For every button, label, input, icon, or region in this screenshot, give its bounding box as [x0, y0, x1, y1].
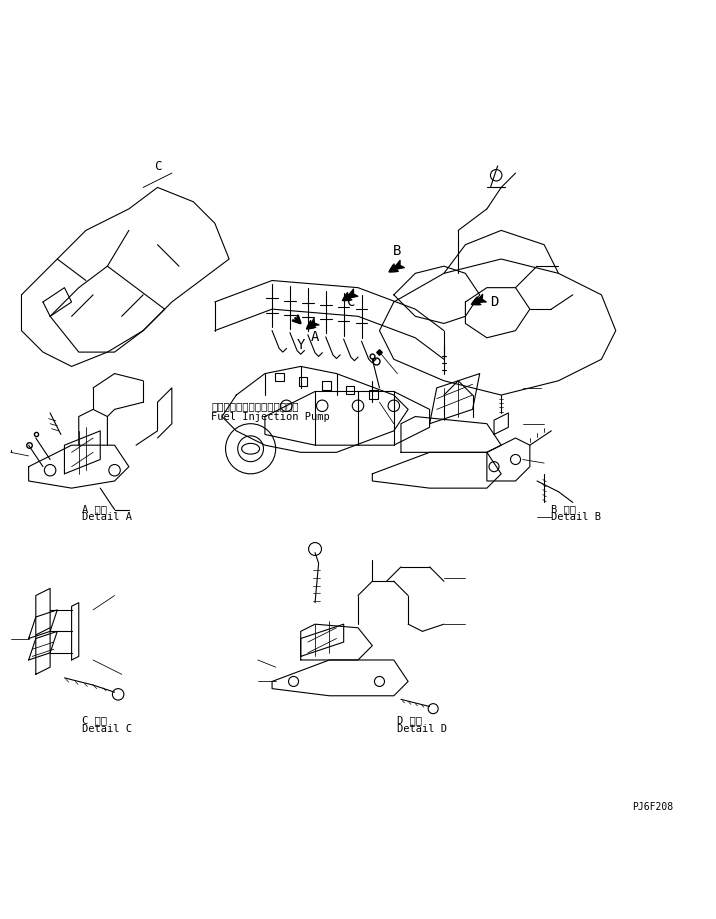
Text: フェルインジェクションポンプ: フェルインジェクションポンプ	[211, 402, 299, 412]
Bar	[346, 386, 354, 394]
Text: Fuel Injection Pump: Fuel Injection Pump	[211, 412, 330, 422]
Bar	[322, 381, 331, 390]
Text: C: C	[347, 295, 355, 309]
Text: D: D	[490, 295, 498, 309]
Text: Detail D: Detail D	[397, 723, 448, 733]
Bar	[275, 373, 284, 381]
Text: C: C	[154, 160, 161, 173]
Text: D 詳細: D 詳細	[397, 715, 422, 725]
Bar	[369, 390, 378, 399]
Text: B 詳細: B 詳細	[551, 504, 576, 514]
Text: C 詳細: C 詳細	[82, 715, 107, 725]
Text: A 詳細: A 詳細	[82, 504, 107, 514]
Text: B: B	[393, 244, 402, 258]
Text: Detail A: Detail A	[82, 513, 132, 522]
Text: Detail B: Detail B	[551, 513, 601, 522]
Text: Detail C: Detail C	[82, 723, 132, 733]
Bar	[299, 377, 307, 386]
Text: Y: Y	[296, 337, 305, 352]
Text: A: A	[311, 330, 319, 345]
Text: PJ6F208: PJ6F208	[632, 802, 673, 812]
